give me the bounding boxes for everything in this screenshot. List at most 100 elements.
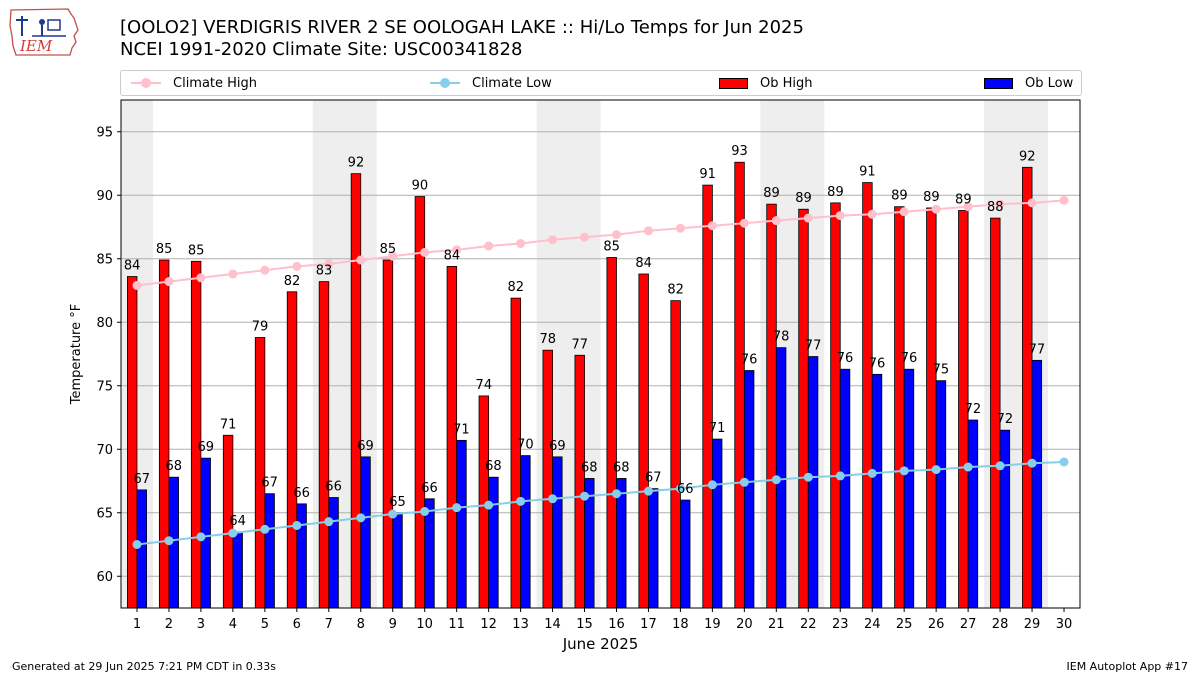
climate-low-point: [292, 520, 302, 530]
climate-high-point: [835, 211, 845, 221]
ob-low-label: 67: [134, 472, 151, 487]
ob-low-label: 68: [581, 460, 598, 475]
climate-high-point: [1059, 195, 1069, 205]
climate-high-point: [292, 261, 302, 271]
x-tick-label: 1: [133, 617, 141, 632]
ob-low-label: 76: [869, 356, 886, 371]
ob-low-bar: [807, 356, 819, 609]
x-tick-label: 28: [992, 617, 1009, 632]
ob-high-bar: [862, 182, 873, 609]
ob-low-label: 71: [453, 422, 470, 437]
ob-low-label: 76: [901, 351, 918, 366]
climate-high-point: [164, 277, 174, 287]
climate-high-point: [1027, 198, 1037, 208]
ob-low-label: 72: [997, 412, 1014, 427]
ob-high-bar: [638, 273, 649, 609]
climate-low-point: [420, 506, 430, 516]
climate-low-point: [516, 496, 526, 506]
legend-label: Climate Low: [472, 75, 552, 91]
ob-high-bar: [414, 196, 426, 609]
ob-high-label: 74: [476, 378, 493, 393]
x-tick-label: 4: [229, 617, 237, 632]
y-tick-label: 60: [96, 570, 113, 585]
ob-low-bar: [136, 489, 147, 609]
legend-label: Ob High: [760, 75, 813, 91]
climate-low-line: [136, 460, 1065, 546]
ob-high-label: 91: [699, 167, 716, 182]
climate-high-point: [803, 213, 813, 223]
ob-low-label: 77: [1029, 342, 1046, 357]
climate-low-point: [164, 536, 174, 546]
ob-low-bar: [552, 456, 563, 609]
ob-low-bar: [680, 499, 691, 609]
climate-high-point: [931, 204, 941, 214]
ob-low-label: 65: [389, 495, 406, 510]
x-tick-label: 26: [928, 617, 945, 632]
ob-high-label: 92: [348, 156, 365, 171]
ob-high-label: 92: [1019, 149, 1036, 164]
climate-high-point: [643, 226, 653, 236]
ob-high-bar: [894, 206, 905, 609]
ob-high-label: 83: [316, 264, 333, 279]
ob-low-label: 69: [357, 439, 374, 454]
climate-low-point: [580, 491, 590, 501]
legend-ob-low: Ob Low: [984, 71, 1073, 95]
climate-low-point: [196, 532, 206, 542]
x-tick-label: 2: [165, 617, 173, 632]
ob-high-label: 85: [380, 242, 397, 257]
ob-high-bar: [286, 291, 298, 609]
legend-climate-low: Climate Low: [430, 71, 552, 95]
ob-high-bar: [510, 297, 521, 609]
ob-low-label: 66: [325, 480, 342, 495]
x-tick-label: 9: [389, 617, 397, 632]
climate-high-point: [611, 230, 621, 240]
ob-high-bar: [734, 161, 745, 609]
climate-low-point: [707, 480, 717, 490]
climate-low-point: [452, 503, 462, 513]
x-tick-label: 22: [800, 617, 817, 632]
climate-low-point: [611, 489, 621, 499]
climate-low-point: [675, 484, 685, 494]
footer-app: IEM Autoplot App #17: [1066, 660, 1189, 673]
legend: Climate High Climate Low Ob High Ob Low: [120, 70, 1082, 96]
climate-high-line: [136, 199, 1065, 287]
y-axis-label: Temperature °F: [69, 304, 84, 405]
x-tick-label: 30: [1056, 617, 1073, 632]
climate-low-point: [867, 468, 877, 478]
legend-climate-high: Climate High: [131, 71, 257, 95]
climate-low-point: [484, 500, 494, 510]
ob-high-bar: [798, 208, 809, 609]
ob-high-label: 84: [124, 259, 141, 274]
ob-low-bar: [456, 439, 467, 609]
x-tick-label: 13: [512, 617, 529, 632]
x-axis-label: June 2025: [562, 635, 639, 653]
ob-low-label: 76: [741, 353, 758, 368]
x-tick-label: 10: [416, 617, 433, 632]
x-tick-label: 14: [544, 617, 561, 632]
ob-low-label: 69: [549, 439, 566, 454]
climate-low-point: [132, 540, 142, 549]
x-tick-label: 29: [1024, 617, 1041, 632]
legend-ob-high: Ob High: [719, 71, 813, 95]
ob-high-bar: [158, 259, 170, 609]
climate-low-point: [356, 513, 366, 523]
ob-high-label: 79: [252, 319, 269, 334]
ob-low-bar: [999, 429, 1011, 609]
chart-title: [OOLO2] VERDIGRIS RIVER 2 SE OOLOGAH LAK…: [120, 17, 804, 38]
ob-high-bar: [382, 259, 394, 609]
ob-high-label: 82: [508, 280, 525, 295]
footer-generated: Generated at 29 Jun 2025 7:21 PM CDT in …: [12, 660, 277, 673]
ob-high-bar: [126, 276, 138, 609]
climate-low-point: [1059, 457, 1069, 467]
ob-low-swatch-icon: [984, 77, 1013, 89]
climate-high-point: [771, 216, 781, 226]
x-tick-label: 27: [960, 617, 977, 632]
ob-high-bar: [318, 281, 330, 609]
x-tick-label: 11: [448, 617, 465, 632]
climate-high-point: [995, 199, 1005, 209]
climate-low-point: [931, 465, 941, 475]
climate-high-point: [580, 232, 590, 242]
y-tick-label: 65: [96, 506, 113, 521]
ob-low-label: 68: [485, 459, 502, 474]
